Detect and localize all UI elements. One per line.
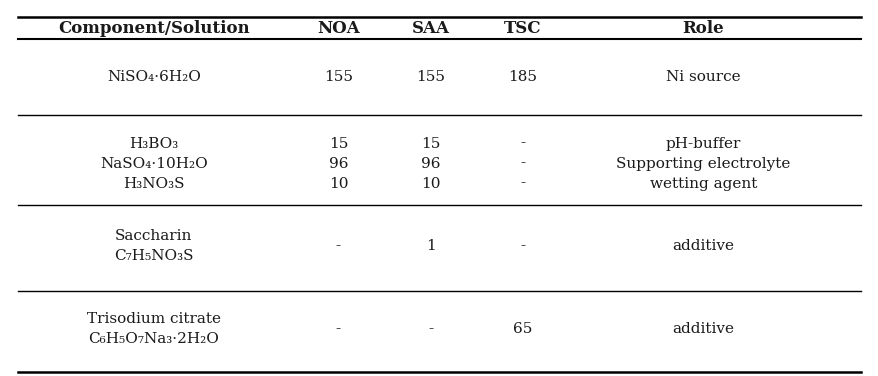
- Text: -: -: [428, 322, 433, 336]
- Text: 185: 185: [508, 70, 536, 84]
- Text: Role: Role: [681, 20, 723, 37]
- Text: Saccharin
C₇H₅NO₃S: Saccharin C₇H₅NO₃S: [114, 229, 193, 263]
- Text: pH-buffer
Supporting electrolyte
wetting agent: pH-buffer Supporting electrolyte wetting…: [615, 136, 789, 191]
- Text: -
-
-: - - -: [520, 136, 525, 191]
- Text: 15
96
10: 15 96 10: [328, 136, 348, 191]
- Text: additive: additive: [672, 322, 733, 336]
- Text: Trisodium citrate
C₆H₅O₇Na₃·2H₂O: Trisodium citrate C₆H₅O₇Na₃·2H₂O: [87, 312, 220, 346]
- Text: -: -: [335, 239, 341, 253]
- Text: Component/Solution: Component/Solution: [58, 20, 249, 37]
- Text: NOA: NOA: [317, 20, 359, 37]
- Text: TSC: TSC: [504, 20, 541, 37]
- Text: 15
96
10: 15 96 10: [421, 136, 440, 191]
- Text: -: -: [335, 322, 341, 336]
- Text: -: -: [520, 239, 525, 253]
- Text: Ni source: Ni source: [666, 70, 739, 84]
- Text: NiSO₄·6H₂O: NiSO₄·6H₂O: [107, 70, 200, 84]
- Text: 155: 155: [324, 70, 352, 84]
- Text: 65: 65: [513, 322, 532, 336]
- Text: SAA: SAA: [411, 20, 450, 37]
- Text: 155: 155: [416, 70, 444, 84]
- Text: 1: 1: [425, 239, 435, 253]
- Text: additive: additive: [672, 239, 733, 253]
- Text: H₃BO₃
NaSO₄·10H₂O
H₃NO₃S: H₃BO₃ NaSO₄·10H₂O H₃NO₃S: [100, 136, 207, 191]
